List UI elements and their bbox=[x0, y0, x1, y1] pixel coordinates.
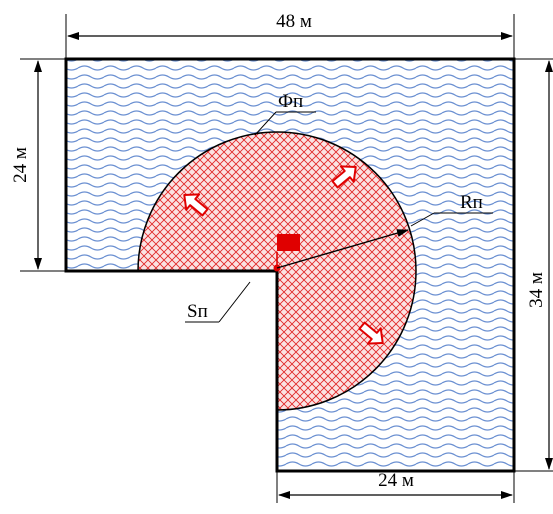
right-height-label: 34 м bbox=[526, 272, 547, 308]
hollow-arrow-icon bbox=[358, 321, 384, 345]
radius-label: Rп bbox=[460, 192, 483, 213]
hollow-arrow-icon bbox=[183, 193, 209, 217]
radius-callout: Rп bbox=[410, 192, 493, 227]
area-callout: Sп bbox=[185, 281, 251, 323]
top-width-label: 48 м bbox=[276, 11, 312, 32]
right-dimension: 34 м bbox=[514, 58, 553, 472]
left-dimension: 24 м bbox=[10, 58, 66, 272]
bottom-width-label: 24 м bbox=[378, 470, 414, 491]
radius-line bbox=[276, 229, 409, 269]
fire-front-label: Фп bbox=[278, 91, 303, 112]
fire-front-callout: Фп bbox=[254, 91, 316, 136]
top-dimension: 48 м bbox=[65, 11, 515, 59]
hollow-arrow-icon bbox=[331, 165, 357, 189]
spread-arrows bbox=[183, 165, 384, 345]
bottom-dimension: 24 м bbox=[276, 470, 515, 503]
left-height-label: 24 м bbox=[10, 147, 31, 183]
area-label: Sп bbox=[187, 301, 208, 322]
